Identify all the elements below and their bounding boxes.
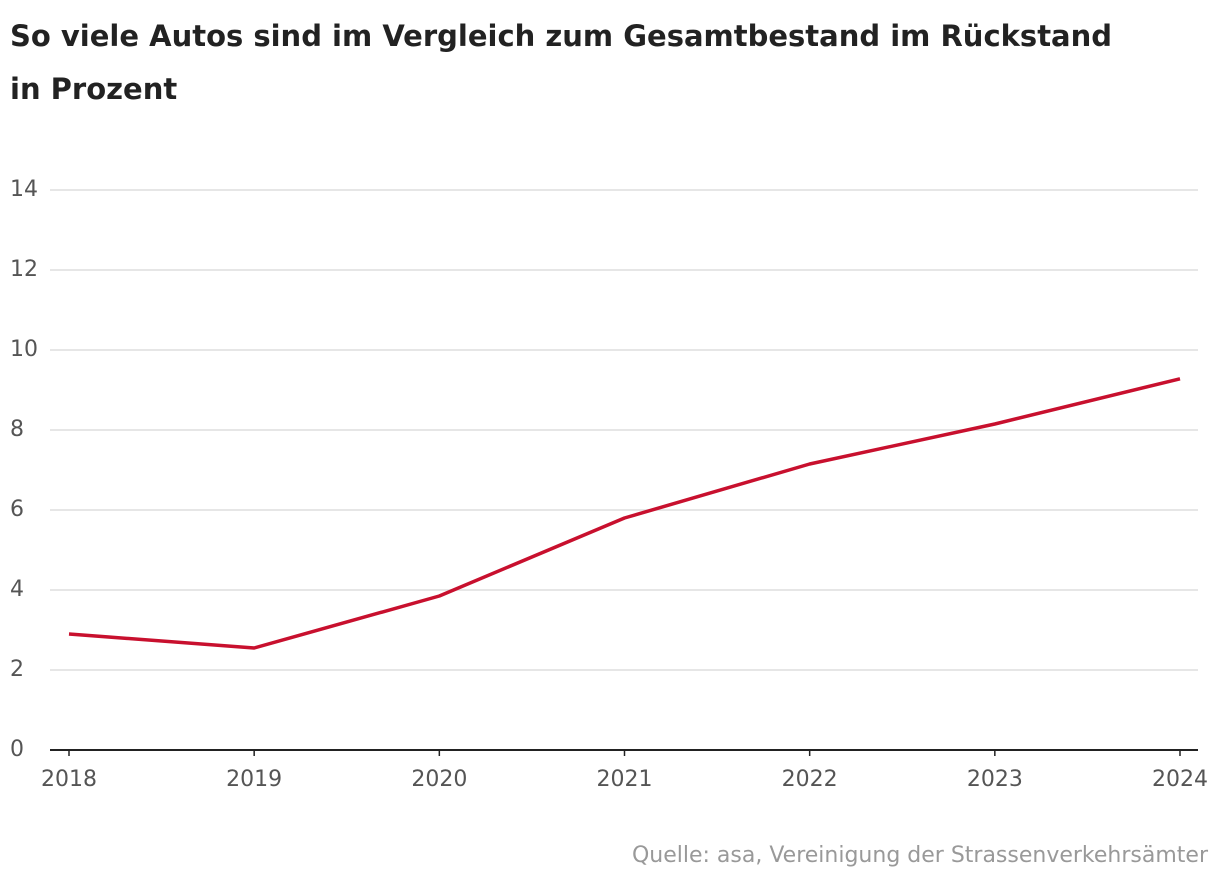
- x-tick-label: 2022: [782, 767, 838, 792]
- y-tick-label: 10: [10, 337, 38, 362]
- y-tick-label: 14: [10, 177, 38, 202]
- line-series: [68, 377, 1181, 650]
- y-tick-label: 6: [10, 497, 24, 522]
- chart-title: So viele Autos sind im Vergleich zum Ges…: [10, 19, 1113, 106]
- x-tick-label: 2020: [411, 767, 467, 792]
- source: Quelle: asa, Vereinigung der Strassenver…: [632, 843, 1209, 868]
- x-tick-label: 2021: [597, 767, 653, 792]
- y-tick-label: 8: [10, 417, 24, 442]
- y-tick-label: 2: [10, 657, 24, 682]
- y-tick-label: 0: [10, 737, 24, 762]
- x-tick-label: 2019: [226, 767, 282, 792]
- y-tick-label: 4: [10, 577, 24, 602]
- y-tick-label: 12: [10, 257, 38, 282]
- x-tick-label: 2018: [41, 767, 97, 792]
- x-tick-label: 2023: [967, 767, 1023, 792]
- x-tick-label: 2024: [1152, 767, 1208, 792]
